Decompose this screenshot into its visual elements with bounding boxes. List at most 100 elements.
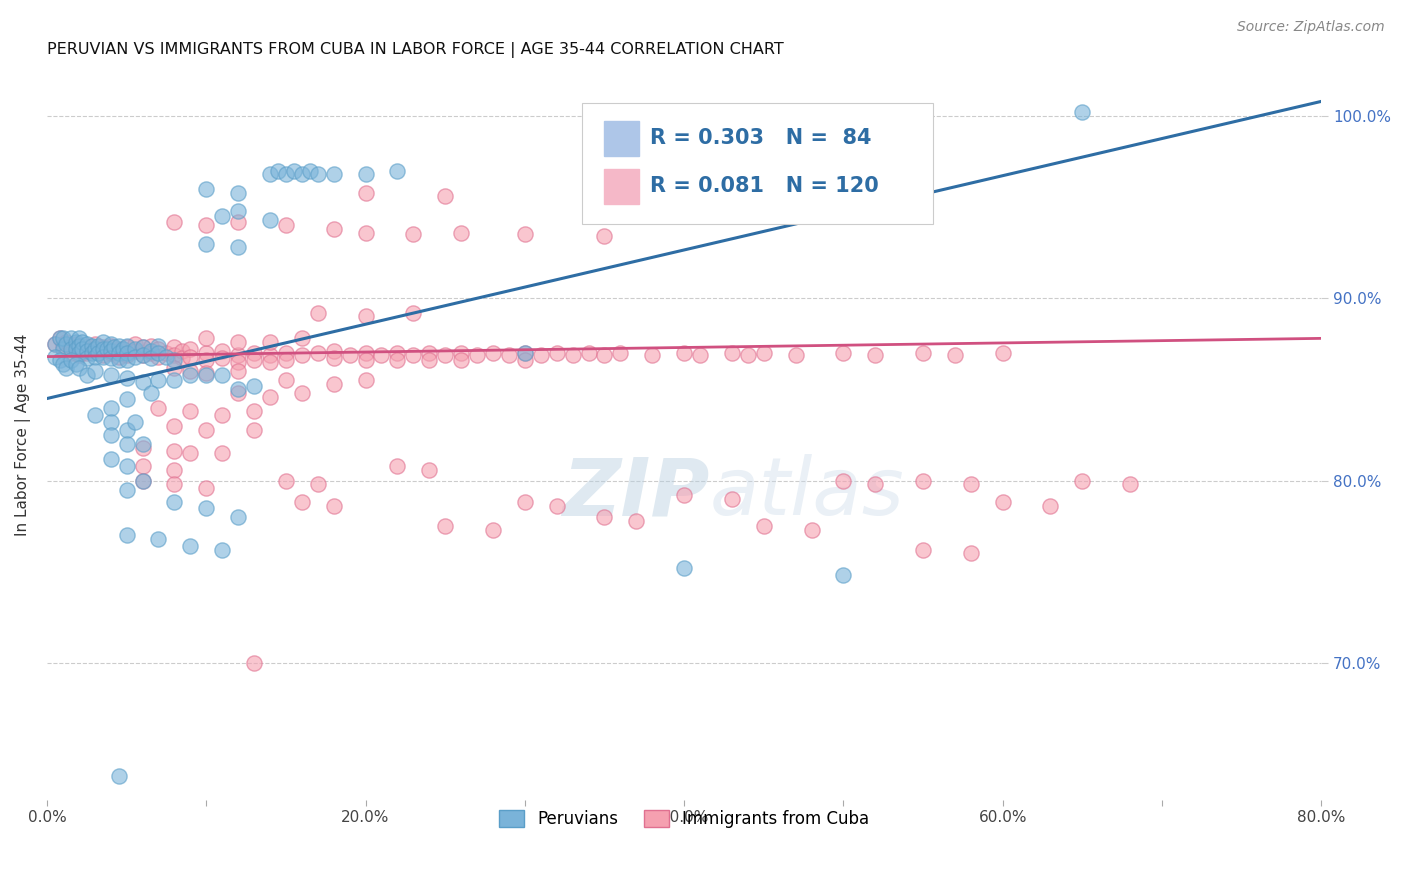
Point [211, 209, 233, 223]
Point [65, 334, 87, 349]
Point [911, 542, 934, 557]
Point [673, 488, 696, 502]
Point [402, 306, 425, 320]
Point [139, 351, 162, 366]
Point [752, 519, 775, 533]
Point [76, 368, 98, 382]
Point [83, 344, 105, 359]
Point [131, 458, 153, 473]
Point [139, 339, 162, 353]
Point [1039, 499, 1062, 513]
Point [418, 353, 440, 368]
Point [131, 437, 153, 451]
Point [100, 428, 122, 442]
Point [274, 346, 297, 360]
Point [148, 346, 170, 360]
Point [226, 355, 249, 369]
Point [131, 474, 153, 488]
FancyBboxPatch shape [603, 169, 640, 204]
Point [259, 334, 281, 349]
Point [322, 167, 344, 181]
Point [911, 346, 934, 360]
Point [243, 346, 266, 360]
Point [387, 346, 409, 360]
Point [115, 392, 138, 406]
Legend: Peruvians, Immigrants from Cuba: Peruvians, Immigrants from Cuba [492, 804, 876, 835]
Point [115, 458, 138, 473]
Point [322, 351, 344, 366]
Point [131, 375, 153, 389]
Point [44, 336, 66, 351]
Point [59, 331, 82, 345]
Point [76, 336, 98, 351]
Point [163, 215, 186, 229]
Point [163, 444, 186, 458]
Point [195, 423, 218, 437]
Point [131, 474, 153, 488]
Point [354, 186, 377, 200]
Point [195, 500, 218, 515]
Point [689, 348, 711, 362]
Point [195, 331, 218, 345]
Point [322, 499, 344, 513]
Point [211, 344, 233, 359]
Point [80, 346, 103, 360]
Point [354, 353, 377, 368]
Point [226, 215, 249, 229]
Point [115, 437, 138, 451]
Point [148, 532, 170, 546]
Point [418, 462, 440, 476]
Point [52, 339, 75, 353]
Point [59, 339, 82, 353]
Point [179, 343, 201, 357]
Point [863, 348, 886, 362]
Point [211, 368, 233, 382]
Point [1071, 474, 1094, 488]
Point [44, 350, 66, 364]
Text: R = 0.081   N = 120: R = 0.081 N = 120 [650, 177, 879, 196]
Point [115, 423, 138, 437]
Point [387, 458, 409, 473]
Point [307, 346, 329, 360]
Point [291, 167, 314, 181]
Text: R = 0.303   N =  84: R = 0.303 N = 84 [650, 128, 872, 148]
Point [163, 373, 186, 387]
Point [211, 351, 233, 366]
Point [259, 355, 281, 369]
Point [112, 343, 135, 357]
Point [139, 344, 162, 359]
Point [195, 353, 218, 368]
Point [83, 408, 105, 422]
Point [67, 348, 90, 362]
Point [418, 346, 440, 360]
Point [370, 348, 392, 362]
Point [124, 343, 146, 357]
Point [124, 344, 146, 359]
Point [55, 334, 77, 349]
Point [44, 336, 66, 351]
Point [100, 346, 122, 360]
Point [991, 495, 1014, 509]
Point [59, 343, 82, 357]
Point [59, 353, 82, 368]
Point [943, 348, 966, 362]
Point [226, 240, 249, 254]
Point [291, 331, 314, 345]
Point [131, 348, 153, 362]
Text: Source: ZipAtlas.com: Source: ZipAtlas.com [1237, 20, 1385, 34]
Point [195, 481, 218, 495]
Point [226, 364, 249, 378]
Point [243, 353, 266, 368]
Point [67, 341, 90, 355]
Point [291, 348, 314, 362]
Point [179, 364, 201, 378]
Point [91, 343, 114, 357]
Point [172, 344, 194, 359]
Point [52, 343, 75, 357]
Point [48, 331, 70, 345]
Point [163, 462, 186, 476]
Point [513, 227, 536, 242]
Point [626, 514, 648, 528]
Point [124, 350, 146, 364]
Point [148, 339, 170, 353]
